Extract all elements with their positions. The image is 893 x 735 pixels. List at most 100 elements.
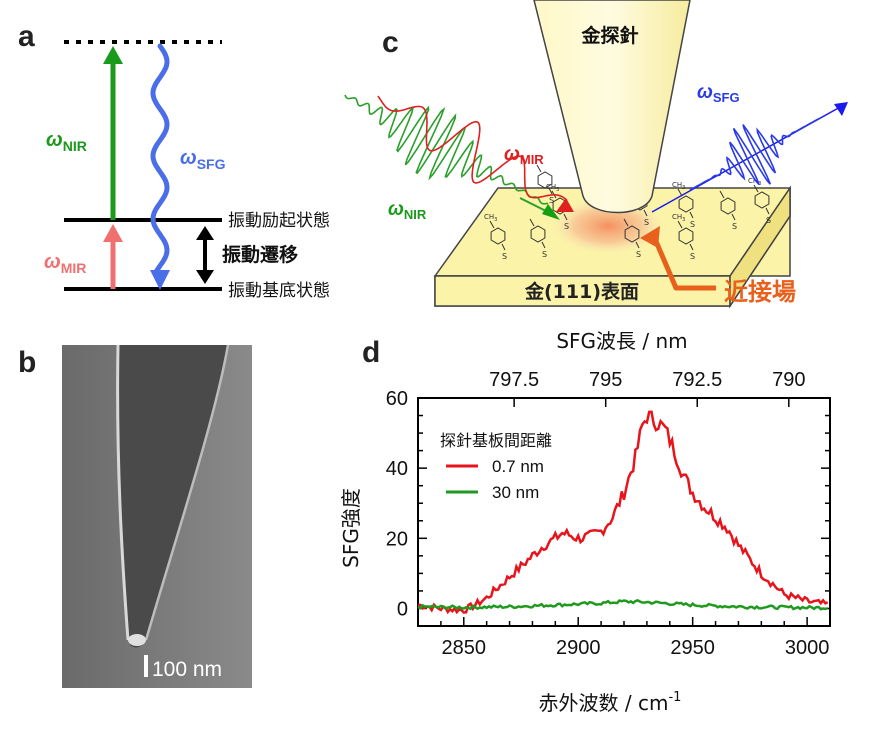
top-tick-label: 797.5 [489,369,539,391]
molecule-sulfur-bond [635,241,640,249]
molecule-ring [720,197,736,215]
panel-a: a ωNIR ωSFG ωMIR 振動励起状態 振動遷移 振動基底状態 [18,20,330,301]
molecule-ch3-label: CH3 [748,177,761,187]
sem-tip-apex [128,634,146,646]
sfg-arrow-head [150,270,170,290]
y-tick-label: 0 [397,598,408,620]
near-field-pointer-head [640,226,660,248]
molecule-sulfur-bond [689,211,694,219]
panel-c: c 金(111)表面 SCH3SSCH3SSCH3SSCH3SSCH3SSCH3… [344,0,848,309]
molecule-s-label: S [636,250,641,259]
nir-arrow-head [103,46,123,64]
molecule-methyl-bond [753,184,759,193]
molecule-methyl-bond [719,190,725,199]
molecule-methyl-bond [489,220,495,229]
molecule-s-label: S [690,220,695,229]
nir-beam-arrow-head [542,204,560,220]
molecule-sulfur-bond [541,241,546,249]
molecule-ch3-label: CH3 [546,183,559,193]
panel-b: b 100 nm [18,344,252,688]
scale-bar [144,655,148,677]
molecule-s-label: S [542,250,547,259]
molecule-ring [537,171,553,189]
x-axis-label: 赤外波数 / cm-1 [539,690,682,715]
y-tick-label: 40 [386,458,408,480]
c-omega-sfg-label: ωSFG [697,82,740,105]
legend-entry: 30 nm [492,483,539,502]
molecule-ring [530,225,546,243]
molecule-s-label: S [732,222,737,231]
y-axis-label: SFG強度 [339,488,363,568]
y-tick-label: 60 [386,388,408,410]
molecule-methyl-bond [677,220,683,229]
omega-nir-label: ωNIR [46,129,87,154]
sem-tip-right-edge [144,344,230,641]
series-line-07nm [417,410,829,615]
omega-sfg-label: ωSFG [180,147,226,172]
legend-title: 探針基板間距離 [440,431,552,450]
panel-letter-b: b [18,346,36,379]
molecule-s-label: S [564,222,569,231]
molecule-ring [678,195,694,213]
molecule-ring [754,191,770,209]
molecule-methyl-bond [536,164,542,173]
molecule-s-label: S [502,252,507,261]
x-tick-label: 2900 [556,637,601,659]
mir-arrow-head [103,224,123,242]
near-field-label: 近接場 [724,278,796,306]
molecule-methyl-bond [529,218,535,227]
molecule-sulfur-bond [689,243,694,251]
gold-tip [533,0,691,214]
molecule-ch3-label: CH3 [484,213,497,223]
panel-letter-d: d [362,336,380,369]
molecule-s-label: S [644,218,649,227]
gold-surface-right [729,185,791,309]
omega-mir-label: ωMIR [44,251,86,276]
molecule-ch3-label: CH3 [672,181,685,191]
molecule-s-label: S [766,216,771,225]
gold-surface-front [434,275,731,307]
x-tick-label: 2950 [670,637,715,659]
top-tick-label: 792.5 [672,369,722,391]
panel-letter-a: a [18,20,35,53]
molecule-methyl-bond [623,218,629,227]
molecule-sulfur-bond [501,243,506,251]
molecule-sulfur-bond [548,187,553,195]
transition-arrow-up-head [196,226,214,240]
molecule-sulfur-bond [643,209,648,217]
x-tick-label: 2850 [442,637,487,659]
panel-letter-c: c [382,26,399,59]
transition-arrow-down-head [196,270,214,284]
sem-tip-body [117,345,228,648]
mir-beam-wave [377,95,568,202]
transition-label: 振動遷移 [222,243,298,266]
mir-beam-arrow-head [556,198,574,212]
level-ground-label: 振動基底状態 [228,281,330,301]
sfg-beam-wave [689,117,820,191]
legend-entry: 0.7 nm [492,457,544,476]
top-tick-label: 795 [589,369,622,391]
molecule-sulfur-bond [563,213,568,221]
top-axis-title: SFG波長 / nm [556,329,687,353]
molecule-ring [678,227,694,245]
x-tick-label: 3000 [785,637,830,659]
series-line-30nm [417,599,829,611]
nir-beam-wave [344,94,549,205]
panel-d: d SFG波長 / nm 2850 2900 2950 3000 0 20 40 60 797.… [339,329,831,715]
sfg-chart: 2850 2900 2950 3000 0 20 40 60 797.5 795 792.5 790 0… [386,369,831,659]
molecule-ch3-label: CH3 [672,213,685,223]
molecule-s-label: S [690,252,695,261]
sem-tip-left-edge [116,344,130,641]
top-tick-label: 790 [772,369,805,391]
molecule-s-label: S [549,196,554,205]
near-field-pointer [649,231,716,291]
tip-label: 金探針 [580,24,638,47]
sfg-beam-arrow-head [834,102,848,116]
scale-bar-label: 100 nm [152,658,222,681]
c-omega-nir-label: ωNIR [388,199,427,222]
molecule-ring [624,225,640,243]
molecule-ring [490,227,506,245]
molecule-sulfur-bond [731,213,736,221]
c-omega-mir-label: ωMIR [504,144,544,167]
